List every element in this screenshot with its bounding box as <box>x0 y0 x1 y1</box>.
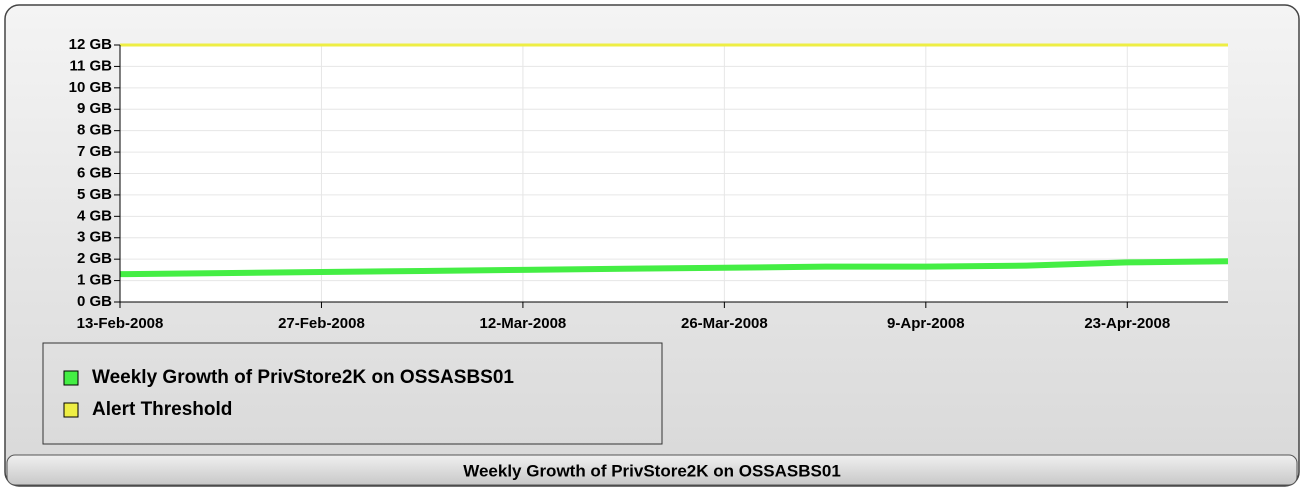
y-tick-label: 9 GB <box>77 100 112 117</box>
y-tick-label: 1 GB <box>77 272 112 289</box>
series-line <box>119 258 1229 278</box>
x-tick-label: 13-Feb-2008 <box>77 315 164 332</box>
y-tick-label: 8 GB <box>77 122 112 139</box>
footer-bar <box>6 454 1298 486</box>
chart-title: Weekly Growth of PrivStore2K on OSSASBS0… <box>463 461 841 480</box>
legend-box <box>42 342 663 445</box>
legend-swatch <box>63 402 79 418</box>
legend-swatch <box>63 370 79 386</box>
y-tick-label: 10 GB <box>69 79 113 96</box>
y-tick-label: 6 GB <box>77 164 112 181</box>
x-tick-label: 23-Apr-2008 <box>1084 315 1170 332</box>
legend-label: Weekly Growth of PrivStore2K on OSSASBS0… <box>92 367 514 388</box>
y-tick-label: 2 GB <box>77 250 112 267</box>
x-tick-label: 26-Mar-2008 <box>681 315 768 332</box>
legend-label: Alert Threshold <box>92 399 232 420</box>
y-tick-label: 11 GB <box>69 57 112 74</box>
y-tick-label: 7 GB <box>77 143 112 160</box>
y-tick-label: 4 GB <box>77 207 112 224</box>
y-tick-label: 0 GB <box>77 293 112 310</box>
y-tick-label: 3 GB <box>77 229 112 246</box>
y-tick-label: 12 GB <box>69 36 113 53</box>
y-tick-label: 5 GB <box>77 186 112 203</box>
x-tick-label: 9-Apr-2008 <box>887 315 965 332</box>
x-tick-label: 27-Feb-2008 <box>278 315 365 332</box>
x-tick-label: 12-Mar-2008 <box>480 315 567 332</box>
